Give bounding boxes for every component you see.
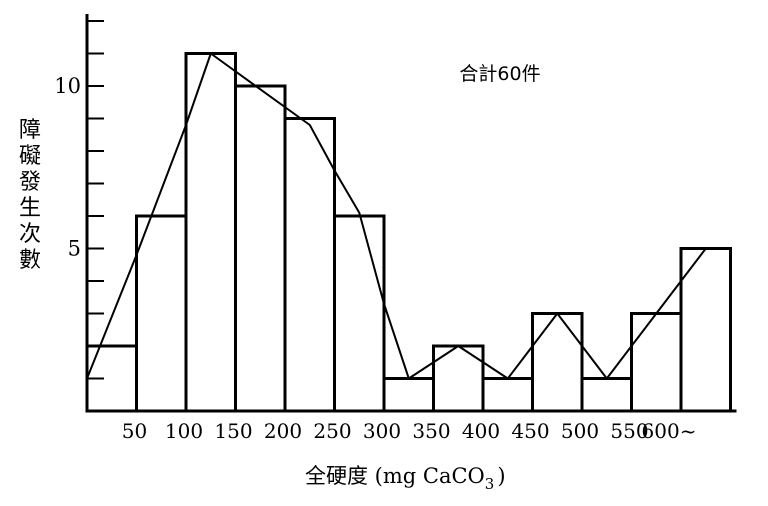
x-tick-label: 250 (313, 419, 351, 443)
chart-title: 合計60件 (459, 63, 540, 85)
y-axis-label-char: 發 (19, 170, 41, 195)
histogram-bar (283, 117, 336, 413)
x-axis-label-close: ) (497, 464, 505, 488)
y-axis-label-char: 生 (19, 196, 41, 221)
histogram-bar (234, 84, 287, 413)
y-axis-label-char: 礙 (19, 144, 41, 169)
x-tick-label: 500 (561, 419, 599, 443)
histogram-bar (184, 52, 237, 413)
x-tick-label: 300 (363, 419, 401, 443)
x-axis-label-main: 全硬度 (mg CaCO (305, 464, 485, 488)
y-tick-label: 10 (54, 74, 81, 98)
x-axis-label: 全硬度 (mg CaCO3) (305, 464, 506, 493)
histogram-bar (432, 344, 485, 413)
histogram-bar (481, 377, 534, 413)
axes-layer (85, 14, 737, 413)
histogram-bar (333, 214, 386, 413)
histogram-bar (382, 377, 435, 413)
x-tick-label: 150 (214, 419, 252, 443)
x-tick-label: 400 (462, 419, 500, 443)
histogram-bar (580, 377, 633, 413)
y-tick-label: 5 (68, 237, 81, 261)
y-tick-labels: 5 10 (54, 74, 81, 261)
x-tick-label: 100 (165, 419, 203, 443)
frequency-curve (86, 52, 707, 380)
x-tick-label: 600~ (642, 419, 697, 443)
histogram-bar (135, 214, 188, 413)
x-tick-label: 200 (264, 419, 302, 443)
curve-layer (86, 52, 707, 380)
histogram-bar (531, 312, 584, 413)
x-tick-label: 550 (610, 419, 648, 443)
bars-layer (85, 52, 732, 413)
x-axis-label-subscript: 3 (485, 475, 495, 493)
x-tick-label: 50 (122, 419, 147, 443)
y-axis-label-char: 次 (19, 222, 41, 247)
x-tick-label: 450 (511, 419, 549, 443)
y-axis-label-char: 障 (19, 118, 41, 143)
y-axis-label-char: 數 (19, 248, 41, 273)
histogram-bar (630, 312, 683, 413)
x-tick-label: 350 (412, 419, 450, 443)
